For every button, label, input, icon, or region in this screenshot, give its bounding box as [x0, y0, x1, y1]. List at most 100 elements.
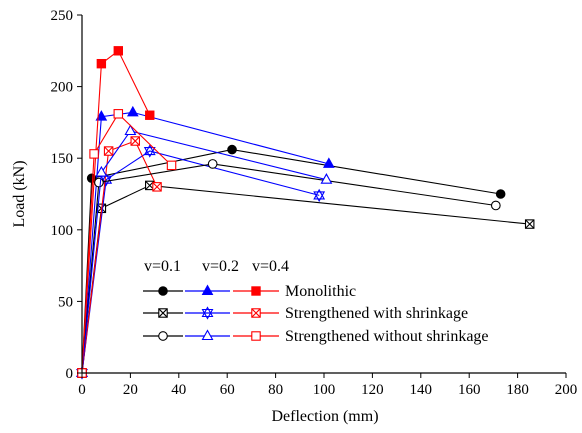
legend-sample-monolithic-v-0-4-marker	[251, 286, 261, 296]
series-strengthened-without-shrinkage-v-0-1-line	[81, 163, 496, 374]
legend-sample-strengthened-with-shrinkage-v-0-2	[185, 306, 230, 320]
x-tick-label-60: 60	[220, 382, 235, 398]
plot-series	[76, 46, 535, 380]
legend-samples	[143, 284, 279, 341]
series-strengthened-with-shrinkage-v-0-2-point-3-down	[313, 191, 326, 203]
y-tick-label-250: 250	[51, 8, 74, 24]
legend-label-monolithic: Monolithic	[285, 283, 356, 300]
series-strengthened-without-shrinkage-v-0-1-point-3-shape	[490, 200, 501, 211]
legend-sample-monolithic-v-0-4-marker-shape	[251, 286, 261, 296]
legend-sample-strengthened-without-shrinkage-v-0-1	[143, 331, 183, 341]
series-strengthened-without-shrinkage-v-0-1-point-2	[207, 159, 218, 169]
series-strengthened-without-shrinkage-v-0-2-point-1-shape	[95, 165, 108, 177]
legend-sample-monolithic-v-0-2	[185, 284, 230, 295]
y-tick-label-50: 50	[58, 294, 73, 310]
legend-label-with-shrinkage: Strengthened with shrinkage	[285, 305, 468, 322]
series-strengthened-with-shrinkage-v-0-1	[77, 180, 535, 378]
legend-sample-strengthened-without-shrinkage-v-0-4	[233, 331, 279, 341]
series-monolithic-v-0-2-point-2	[126, 105, 139, 117]
series-monolithic-v-0-1-point-2-shape	[227, 144, 237, 155]
legend-sample-monolithic-v-0-1-marker-shape	[158, 286, 168, 296]
series-monolithic-v-0-4-point-3	[145, 110, 155, 120]
series-monolithic-v-0-4-line	[81, 49, 151, 374]
x-tick-label-140: 140	[410, 382, 433, 398]
legend-sample-strengthened-with-shrinkage-v-0-1-marker	[158, 308, 168, 318]
legend-sample-strengthened-with-shrinkage-v-0-2-marker-down	[201, 308, 214, 320]
x-tick-label-40: 40	[171, 382, 186, 398]
series-strengthened-with-shrinkage-v-0-1-point-3-cross	[525, 219, 535, 229]
series-strengthened-without-shrinkage-v-0-4-point-1	[89, 149, 99, 159]
legend-sample-strengthened-with-shrinkage-v-0-2-marker	[201, 306, 214, 320]
series-strengthened-without-shrinkage-v-0-4-point-3-shape	[166, 160, 177, 171]
x-tick-label-100: 100	[313, 382, 336, 398]
series-monolithic-v-0-1-point-3-shape	[495, 189, 506, 199]
series-strengthened-with-shrinkage-v-0-4-point-1-cross	[104, 146, 114, 156]
series-strengthened-with-shrinkage-v-0-4-point-2-cross	[130, 136, 140, 146]
legend-sample-monolithic-v-0-2-marker-shape	[201, 284, 214, 295]
legend-sample-monolithic-v-0-1-marker	[158, 286, 168, 296]
y-tick-label-150: 150	[51, 151, 74, 167]
series-strengthened-without-shrinkage-v-0-4-line	[81, 112, 172, 374]
series-strengthened-without-shrinkage-v-0-4-point-3	[166, 160, 177, 171]
legend-sample-strengthened-with-shrinkage-v-0-4-marker-cross	[251, 308, 261, 318]
x-tick-label-20: 20	[123, 382, 138, 398]
series-strengthened-without-shrinkage-v-0-2-point-2	[124, 124, 137, 136]
legend-sample-strengthened-without-shrinkage-v-0-4-marker-shape	[251, 331, 261, 341]
series-monolithic-v-0-4-point-1-shape	[96, 58, 107, 69]
series-strengthened-without-shrinkage-v-0-1-point-1-shape	[94, 177, 104, 188]
series-strengthened-without-shrinkage-v-0-2-point-3	[320, 173, 333, 184]
legend-sample-strengthened-with-shrinkage-v-0-2-marker-up	[201, 306, 214, 318]
x-tick-label-0: 0	[78, 382, 86, 398]
series-monolithic-v-0-4	[77, 46, 155, 378]
legend-header-v01: v=0.1	[144, 258, 181, 275]
series-monolithic-v-0-2-point-3-shape	[322, 157, 335, 168]
legend-sample-strengthened-without-shrinkage-v-0-1-marker-shape	[158, 331, 168, 341]
x-tick-label-120: 120	[361, 382, 384, 398]
x-tick-label-160: 160	[458, 382, 481, 398]
plot-axes: 0 20 40 60 80 100 120 140 160 180 200 0 50 100 150 200 2…	[51, 8, 578, 398]
series-monolithic-v-0-4-point-3-shape	[145, 110, 155, 120]
series-strengthened-without-shrinkage-v-0-1-point-2-shape	[207, 159, 218, 169]
series-strengthened-without-shrinkage-v-0-2-point-2-shape	[124, 124, 137, 136]
y-axis-title: Load (kN)	[11, 160, 28, 227]
series-monolithic-v-0-4-point-2	[113, 46, 123, 56]
x-tick-label-200: 200	[555, 382, 578, 398]
legend-sample-strengthened-with-shrinkage-v-0-4-marker	[251, 308, 261, 318]
x-axis-title: Deflection (mm)	[271, 408, 378, 425]
legend-sample-strengthened-without-shrinkage-v-0-2-marker	[201, 329, 214, 341]
legend-sample-monolithic-v-0-4	[233, 286, 279, 296]
series-strengthened-without-shrinkage-v-0-2-point-3-shape	[320, 173, 333, 184]
series-strengthened-with-shrinkage-v-0-4-line	[81, 140, 158, 374]
x-tick-label-180: 180	[506, 382, 529, 398]
x-tick-label-80: 80	[268, 382, 283, 398]
series-monolithic-v-0-2-point-3	[322, 157, 335, 168]
series-monolithic-v-0-2-point-2-shape	[126, 105, 139, 117]
legend-header-v02: v=0.2	[202, 258, 239, 275]
legend-sample-strengthened-with-shrinkage-v-0-1	[143, 308, 183, 318]
series-strengthened-with-shrinkage-v-0-2-point-2-down	[143, 146, 156, 158]
legend-sample-monolithic-v-0-1	[143, 286, 183, 296]
series-strengthened-with-shrinkage-v-0-4-point-3	[152, 182, 162, 192]
legend-sample-strengthened-without-shrinkage-v-0-1-marker	[158, 331, 168, 341]
series-monolithic-v-0-2-point-1-shape	[95, 110, 108, 121]
series-strengthened-with-shrinkage-v-0-2-point-3	[313, 188, 326, 203]
legend-header-v04: v=0.4	[252, 258, 289, 275]
series-strengthened-without-shrinkage-v-0-4-point-2	[113, 109, 124, 119]
y-tick-label-100: 100	[51, 223, 74, 239]
series-strengthened-with-shrinkage-v-0-2-point-2-up	[143, 144, 156, 156]
legend-sample-strengthened-without-shrinkage-v-0-4-marker	[251, 331, 261, 341]
legend-sample-strengthened-without-shrinkage-v-0-2-marker-shape	[201, 329, 214, 341]
series-strengthened-without-shrinkage-v-0-4-point-1-shape	[89, 149, 99, 159]
series-strengthened-without-shrinkage-v-0-1-point-3	[490, 200, 501, 211]
series-monolithic-v-0-1-point-2	[227, 144, 237, 155]
series-strengthened-with-shrinkage-v-0-2-point-1-up	[100, 173, 113, 184]
series-monolithic-v-0-4-point-1	[96, 58, 107, 69]
series-monolithic-v-0-4-point-2-shape	[113, 46, 123, 56]
y-tick-label-0: 0	[66, 366, 74, 382]
series-strengthened-with-shrinkage-v-0-2-point-3-up	[313, 188, 326, 200]
series-strengthened-without-shrinkage-v-0-1-point-1	[94, 177, 104, 188]
series-strengthened-without-shrinkage-v-0-4-point-2-shape	[113, 109, 124, 119]
legend-label-without-shrinkage: Strengthened without shrinkage	[285, 328, 489, 345]
legend-sample-monolithic-v-0-2-marker	[201, 284, 214, 295]
series-strengthened-without-shrinkage-v-0-2-point-1	[95, 165, 108, 177]
